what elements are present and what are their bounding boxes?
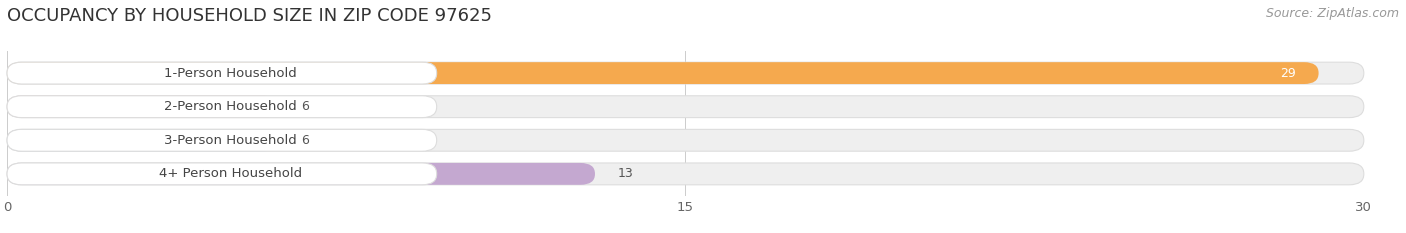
Text: 4+ Person Household: 4+ Person Household <box>159 167 302 180</box>
FancyBboxPatch shape <box>7 96 1364 118</box>
FancyBboxPatch shape <box>7 96 278 118</box>
Text: 3-Person Household: 3-Person Household <box>165 134 297 147</box>
FancyBboxPatch shape <box>7 62 1364 84</box>
Text: 29: 29 <box>1281 67 1296 80</box>
FancyBboxPatch shape <box>7 129 278 151</box>
Text: 2-Person Household: 2-Person Household <box>165 100 297 113</box>
Text: 6: 6 <box>301 134 309 147</box>
FancyBboxPatch shape <box>7 163 437 185</box>
Text: Source: ZipAtlas.com: Source: ZipAtlas.com <box>1265 7 1399 20</box>
Text: 6: 6 <box>301 100 309 113</box>
Text: 13: 13 <box>617 167 633 180</box>
FancyBboxPatch shape <box>7 163 1364 185</box>
FancyBboxPatch shape <box>7 62 1319 84</box>
FancyBboxPatch shape <box>7 62 437 84</box>
Text: 1-Person Household: 1-Person Household <box>165 67 297 80</box>
FancyBboxPatch shape <box>7 129 1364 151</box>
Text: OCCUPANCY BY HOUSEHOLD SIZE IN ZIP CODE 97625: OCCUPANCY BY HOUSEHOLD SIZE IN ZIP CODE … <box>7 7 492 25</box>
FancyBboxPatch shape <box>7 129 437 151</box>
FancyBboxPatch shape <box>7 96 437 118</box>
FancyBboxPatch shape <box>7 163 595 185</box>
